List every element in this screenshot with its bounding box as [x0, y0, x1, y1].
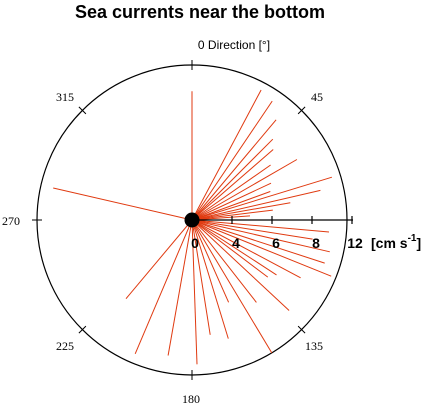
radial-unit-label: [cm s-1]	[371, 233, 421, 251]
current-vector-33	[53, 187, 193, 221]
angular-tick-45	[297, 106, 306, 115]
current-vector-2	[191, 100, 273, 221]
current-vector-15	[191, 219, 330, 233]
radial-tick-label-8: 8	[312, 235, 320, 251]
current-vector-26	[191, 219, 230, 303]
origin-marker	[184, 212, 200, 228]
unit-exponent: -1	[408, 233, 417, 244]
current-vector-18	[191, 219, 325, 264]
current-vector-31	[134, 219, 193, 354]
current-vector-14	[191, 215, 251, 221]
current-vector-27	[191, 219, 229, 339]
angular-tick-315	[78, 106, 87, 115]
current-vector-24	[191, 219, 257, 303]
current-vector-16	[191, 219, 313, 240]
current-vector-23	[191, 219, 290, 311]
current-vector-1	[191, 89, 262, 221]
current-vector-19	[191, 219, 332, 277]
unit-main: [cm s	[371, 235, 408, 251]
current-vector-10	[191, 176, 333, 221]
current-vector-6	[191, 164, 271, 221]
radial-tick-label-0: 0	[191, 235, 199, 251]
current-vector-20	[191, 219, 301, 279]
current-vector-22	[191, 219, 269, 278]
current-vector-11	[191, 189, 321, 221]
unit-close: ]	[416, 235, 421, 251]
current-vector-28	[191, 219, 211, 335]
current-vector-29	[191, 219, 198, 365]
radial-tick-label-12: 12	[347, 235, 363, 251]
current-vector-3	[191, 119, 277, 221]
current-vectors	[53, 89, 333, 365]
current-vector-13	[191, 209, 273, 221]
angular-ticks	[32, 60, 306, 380]
current-vector-17	[191, 219, 330, 253]
radial-ticks	[191, 216, 353, 224]
current-vector-21	[191, 219, 277, 276]
dir-label-225: 225	[56, 339, 74, 353]
current-vector-8	[191, 182, 272, 221]
radial-tick-label-6: 6	[272, 235, 280, 251]
current-vector-9	[191, 191, 271, 221]
dir-label-45: 45	[311, 90, 323, 104]
current-vector-4	[191, 138, 274, 221]
current-vector-5	[191, 149, 274, 221]
current-vector-12	[191, 202, 291, 221]
dir-label-180: 180	[182, 392, 200, 406]
chart-title: Sea currents near the bottom	[75, 2, 325, 22]
current-vector-30	[167, 219, 193, 356]
dir-label-315: 315	[56, 90, 74, 104]
current-vector-32	[125, 219, 193, 300]
dir-label-135: 135	[305, 339, 323, 353]
current-vector-25	[191, 219, 273, 354]
radial-tick-label-4: 4	[232, 235, 240, 251]
angular-tick-225	[78, 325, 87, 334]
angular-axis-title: 0 Direction [°]	[198, 38, 270, 52]
dir-label-270: 270	[2, 214, 20, 228]
angular-tick-135	[297, 325, 306, 334]
current-vector-7	[191, 159, 298, 221]
